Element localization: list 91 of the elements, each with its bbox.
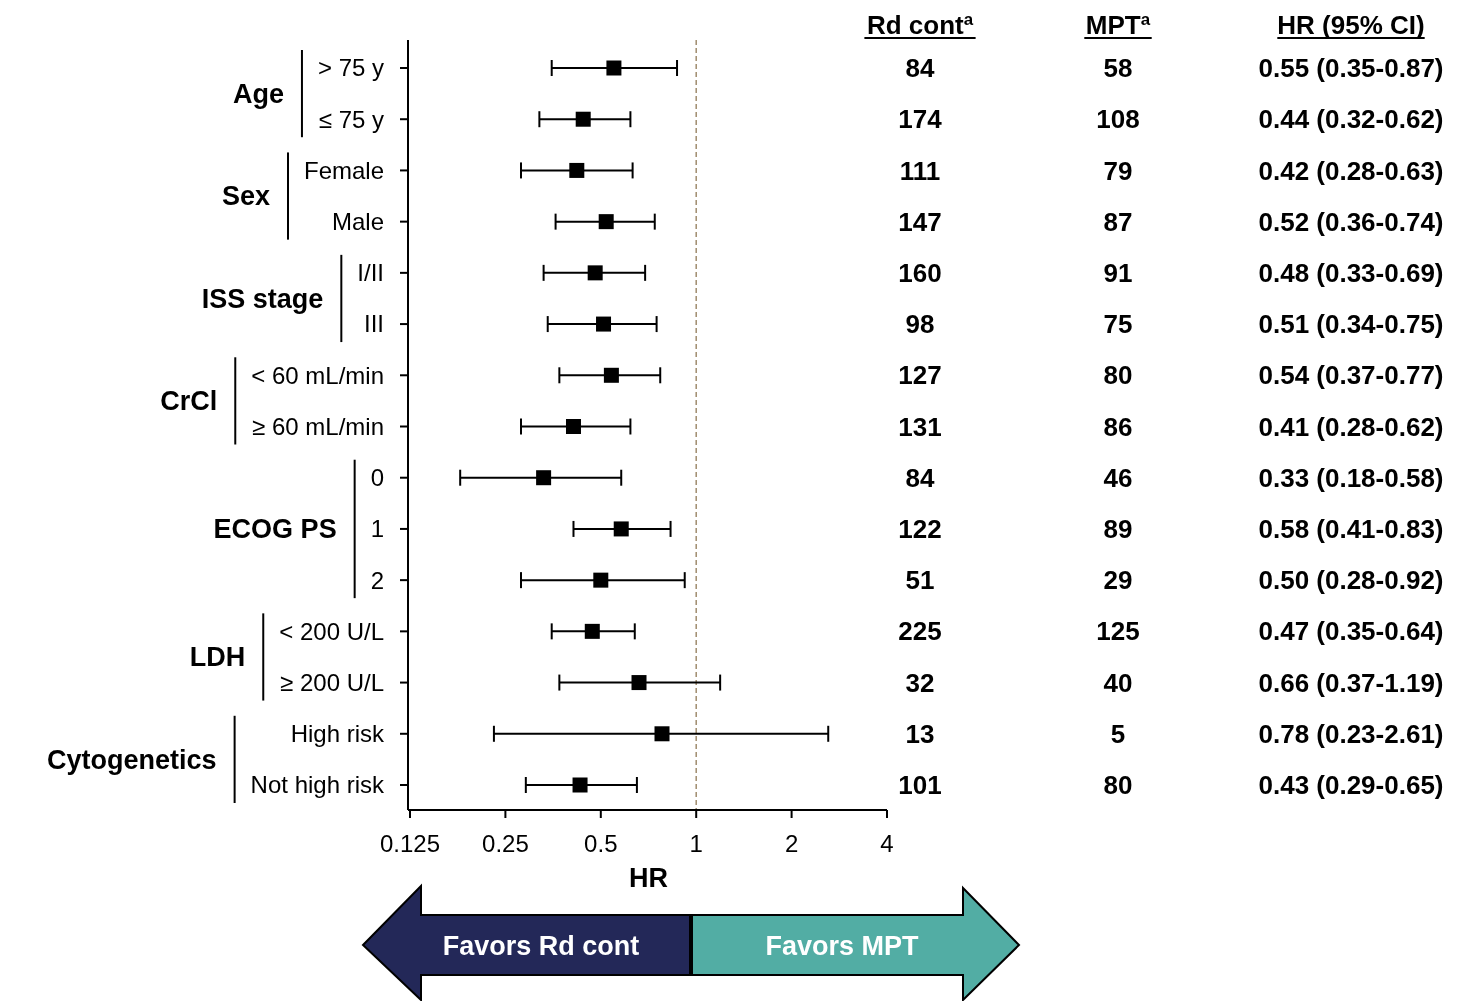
text: 32 — [905, 667, 935, 698]
text: 79 — [1103, 155, 1133, 186]
text: 29 — [1103, 565, 1133, 596]
data-label: 0.41 (0.28-0.62) — [1258, 411, 1444, 442]
text: 5 — [1110, 718, 1126, 749]
y-tick-label: 1 — [370, 515, 384, 543]
text: 51 — [905, 565, 935, 596]
data-label: 0.58 (0.41-0.83) — [1258, 514, 1444, 545]
text: CrCl — [160, 386, 218, 417]
y-tick-label: > 75 y — [317, 54, 384, 82]
x-tick-label: 0.5 — [584, 830, 618, 857]
data-label: 0.48 (0.33-0.69) — [1258, 257, 1444, 288]
point — [584, 623, 600, 639]
text: 225 — [898, 616, 942, 647]
y-tick-label: I/II — [357, 259, 384, 287]
point — [593, 572, 609, 588]
y-tick-label: High risk — [290, 720, 385, 748]
text: 75 — [1103, 309, 1133, 340]
text: 98 — [905, 309, 935, 340]
y-tick-label: < 200 U/L — [279, 617, 384, 645]
text: LDH — [189, 642, 246, 673]
text: 80 — [1103, 770, 1133, 801]
data-label: 0.33 (0.18-0.58) — [1258, 462, 1444, 493]
y-tick-label: Not high risk — [250, 771, 385, 799]
y-tick-label: Male — [331, 208, 384, 236]
text: Favors Rd cont — [442, 931, 640, 962]
text: Age — [232, 79, 284, 110]
text: 122 — [898, 514, 942, 545]
data-label: 0.52 (0.36-0.74) — [1258, 206, 1444, 237]
point — [575, 111, 591, 127]
x-tick-label: 1 — [689, 830, 703, 857]
text: 87 — [1103, 206, 1133, 237]
text: 91 — [1103, 257, 1133, 288]
y-tick-label: 0 — [370, 464, 384, 492]
text: 111 — [899, 155, 941, 186]
data-label: 0.54 (0.37-0.77) — [1258, 360, 1444, 391]
annotation: Rd cont$^{a}$ — [866, 9, 974, 40]
data-label: 0.78 (0.23-2.61) — [1258, 718, 1444, 749]
text: Sex — [221, 181, 270, 212]
data-label: 0.42 (0.28-0.63) — [1258, 155, 1444, 186]
data-label: 0.44 (0.32-0.62) — [1258, 104, 1444, 135]
text: MPT$^{a}$ — [1085, 9, 1151, 40]
data-label: 0.55 (0.35-0.87) — [1258, 53, 1444, 84]
point — [572, 777, 588, 793]
text: Cytogenetics — [47, 744, 217, 775]
data-label: 0.51 (0.34-0.75) — [1258, 309, 1444, 340]
text: ECOG PS — [213, 514, 337, 545]
y-tick-label: ≤ 75 y — [318, 105, 384, 133]
text: HR (95% CI) — [1277, 10, 1425, 40]
x-tick-label: 0.25 — [482, 830, 529, 857]
x-axis-title: HR — [629, 863, 668, 893]
text: 58 — [1103, 53, 1133, 84]
text: 80 — [1103, 360, 1133, 391]
point — [603, 367, 619, 383]
text: 46 — [1103, 462, 1133, 493]
text: 84 — [905, 53, 935, 84]
text: 86 — [1103, 411, 1133, 442]
point — [598, 214, 614, 230]
text: 147 — [898, 206, 942, 237]
text: 101 — [898, 770, 942, 801]
text: 127 — [898, 360, 942, 391]
y-tick-label: Female — [303, 156, 384, 184]
text: 84 — [905, 462, 935, 493]
text: 125 — [1096, 616, 1140, 647]
y-tick-label: < 60 mL/min — [251, 361, 384, 389]
data-label: 0.66 (0.37-1.19) — [1258, 667, 1444, 698]
y-tick-label: 2 — [370, 566, 384, 594]
data-label: 0.43 (0.29-0.65) — [1258, 770, 1444, 801]
x-tick-label: 2 — [784, 830, 799, 857]
text: 13 — [905, 718, 935, 749]
y-tick-label: ≥ 200 U/L — [280, 668, 384, 696]
point — [613, 521, 629, 537]
text: 89 — [1103, 514, 1133, 545]
y-tick-label: ≥ 60 mL/min — [252, 412, 384, 440]
text: 108 — [1096, 104, 1140, 135]
point — [565, 419, 581, 434]
text: Favors MPT — [765, 931, 920, 962]
text: 40 — [1103, 667, 1133, 698]
point — [596, 316, 612, 332]
y-tick-label: III — [363, 310, 384, 338]
data-label: 0.47 (0.35-0.64) — [1258, 616, 1444, 647]
point — [587, 265, 603, 281]
text: 160 — [898, 257, 942, 288]
point — [569, 162, 585, 178]
text: ISS stage — [201, 283, 324, 314]
data-label: 0.50 (0.28-0.92) — [1258, 565, 1444, 596]
x-tick-label: 4 — [880, 830, 894, 857]
text: 174 — [898, 104, 943, 135]
text: 131 — [898, 411, 942, 442]
x-tick-label: 0.125 — [379, 830, 441, 857]
point — [606, 60, 622, 76]
